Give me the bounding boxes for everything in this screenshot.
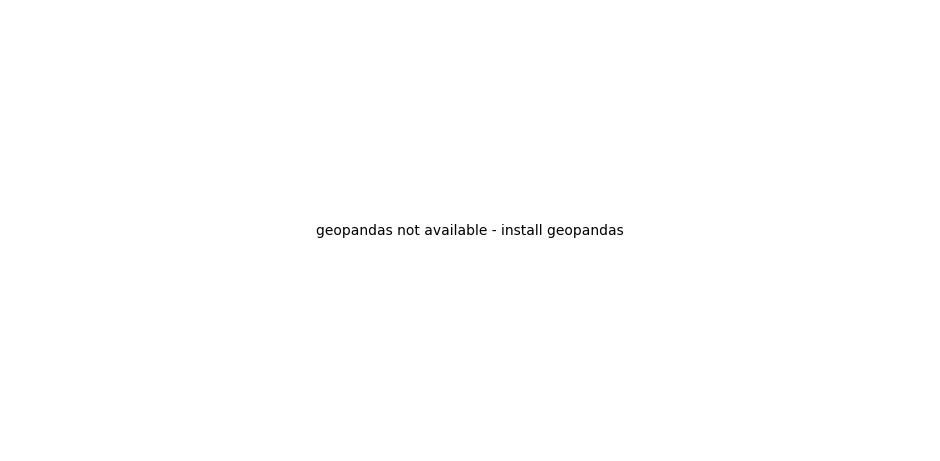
Text: geopandas not available - install geopandas: geopandas not available - install geopan… bbox=[316, 224, 624, 237]
